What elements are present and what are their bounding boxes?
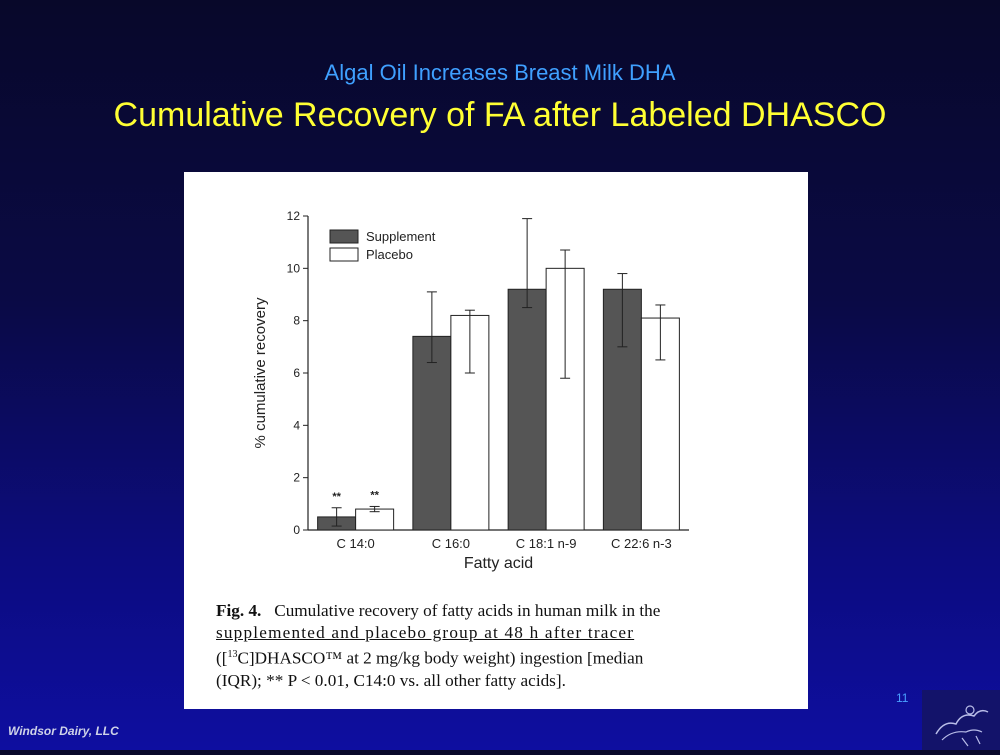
legend-label: Placebo (366, 247, 413, 262)
y-tick-label: 12 (287, 209, 301, 223)
legend-swatch (329, 247, 359, 262)
y-tick-label: 2 (293, 471, 300, 485)
significance-annotation: ** (332, 491, 341, 503)
caption-line-3: ([13C]DHASCO™ at 2 mg/kg body weight) in… (216, 644, 776, 670)
y-axis-label: % cumulative recovery (252, 297, 269, 448)
y-tick-label: 10 (287, 261, 301, 275)
figure-panel: 0 2 4 6 8 10 12 % cumulative recovery Fatty acid… (184, 172, 808, 709)
caption-text-3b: C]DHASCO™ at 2 mg/kg body weight) ingest… (237, 648, 644, 668)
x-tick-label: C 22:6 n-3 (611, 536, 672, 551)
bar-placebo (450, 314, 490, 531)
significance-annotation: ** (370, 489, 379, 501)
x-tick-label: C 18:1 n-9 (516, 536, 577, 551)
caption-line-2: supplemented and placebo group at 48 h a… (216, 623, 635, 642)
caption-line-4: (IQR); ** P < 0.01, C14:0 vs. all other … (216, 670, 566, 690)
x-tick-label: C 16:0 (432, 536, 470, 551)
x-tick-label: C 14:0 (336, 536, 374, 551)
slide-subtitle: Algal Oil Increases Breast Milk DHA (324, 60, 676, 85)
slide-number: 11 (896, 691, 909, 705)
caption-line-1: Fig. 4. Cumulative recovery of fatty aci… (216, 600, 776, 622)
x-axis-label: Fatty acid (464, 555, 533, 572)
slide-title: Cumulative Recovery of FA after Labeled … (113, 96, 887, 134)
y-tick-label: 4 (293, 418, 300, 432)
logo-icon (922, 690, 1000, 750)
footer-company: Windsor Dairy, LLC (8, 724, 119, 738)
caption-text-1: Cumulative recovery of fatty acids in hu… (274, 601, 661, 620)
figure-caption: Fig. 4. Cumulative recovery of fatty aci… (216, 600, 776, 692)
bar-chart: 0 2 4 6 8 10 12 % cumulative recovery Fatty acid… (252, 209, 689, 572)
bar-supplement (507, 288, 547, 531)
bar-placebo (355, 508, 395, 531)
y-tick-label: 6 (293, 366, 300, 380)
y-tick-label: 0 (293, 523, 300, 537)
caption-text-3a: ([ (216, 648, 228, 668)
caption-superscript: 13 (227, 649, 238, 660)
legend-swatch (329, 229, 359, 244)
bar-supplement (412, 335, 452, 531)
legend-label: Supplement (366, 229, 436, 244)
caption-fig-label: Fig. 4. (216, 601, 262, 620)
y-tick-label: 8 (293, 314, 300, 328)
